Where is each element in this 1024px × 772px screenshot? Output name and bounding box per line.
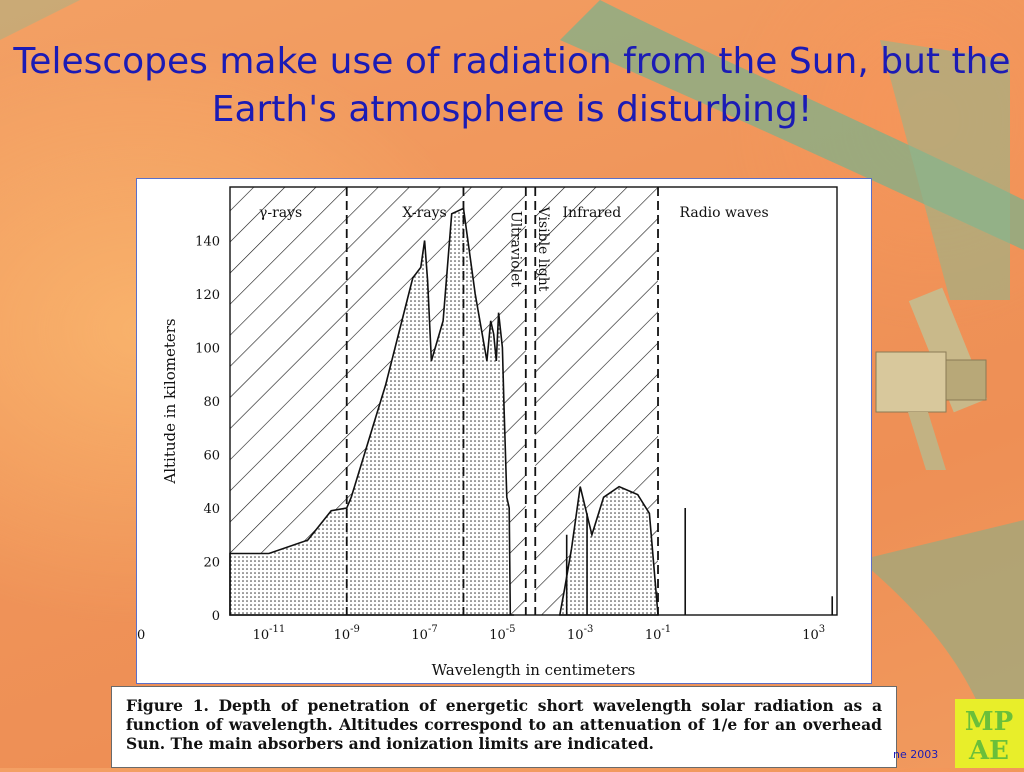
satellite-icon: [875, 287, 988, 470]
region-label: Ultraviolet: [507, 211, 523, 288]
region-label: γ-rays: [259, 205, 302, 221]
x-tick-label: 10-1: [645, 624, 671, 643]
y-tick-label: 80: [203, 395, 220, 410]
region-label: X-rays: [402, 205, 446, 221]
x-tick-label: 10-7: [411, 624, 437, 643]
plot-frame: [229, 186, 838, 616]
region-label: Radio waves: [679, 205, 768, 221]
logo: MP AE: [955, 699, 1024, 768]
svg-text:MP: MP: [965, 707, 1013, 737]
y-tick-label: 120: [195, 288, 220, 303]
x-tick-label: 103: [802, 624, 825, 643]
y-tick-label: 60: [203, 449, 220, 464]
y-tick-label: 20: [203, 556, 220, 571]
region-label: Visible light: [535, 206, 551, 292]
y-tick-label: 40: [203, 502, 220, 517]
x-axis-label: Wavelength in centimeters: [432, 661, 636, 679]
x-tick-label: 10-3: [567, 624, 593, 643]
y-tick-label: 100: [195, 342, 220, 357]
y-axis-label: Altitude in kilometers: [161, 318, 179, 484]
y-tick-label: 140: [195, 235, 220, 250]
x-tick-label: 10-9: [334, 624, 360, 643]
absorption-curve-infrared: [558, 485, 659, 616]
slide-title: Telescopes make use of radiation from th…: [13, 41, 1011, 130]
region-label: Infrared: [563, 205, 622, 221]
svg-text:AE: AE: [968, 736, 1009, 766]
logo-graphic: MP AE: [965, 707, 1013, 766]
x-tick-label: 10: [137, 628, 145, 643]
figure-caption: Figure 1. Depth of penetration of energe…: [111, 686, 897, 768]
chart-panel: γ-rays X-rays Ultraviolet Visible light Infr…: [129, 178, 872, 684]
absorption-curve: [229, 207, 515, 616]
penetration-chart: γ-rays X-rays Ultraviolet Visible light Infr…: [129, 186, 838, 679]
x-tick-label: 10-5: [489, 624, 515, 643]
x-tick-label: 10-11: [253, 624, 286, 643]
footer-text: ne 2003: [893, 748, 939, 761]
y-tick-label: 0: [212, 609, 220, 624]
